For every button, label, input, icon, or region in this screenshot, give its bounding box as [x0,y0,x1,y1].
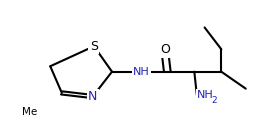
Text: 2: 2 [212,96,217,105]
Text: N: N [88,90,98,103]
Text: O: O [160,43,170,56]
Text: NH: NH [133,67,150,77]
Text: NH: NH [197,90,214,100]
Text: S: S [90,40,98,53]
Text: Me: Me [22,107,37,117]
